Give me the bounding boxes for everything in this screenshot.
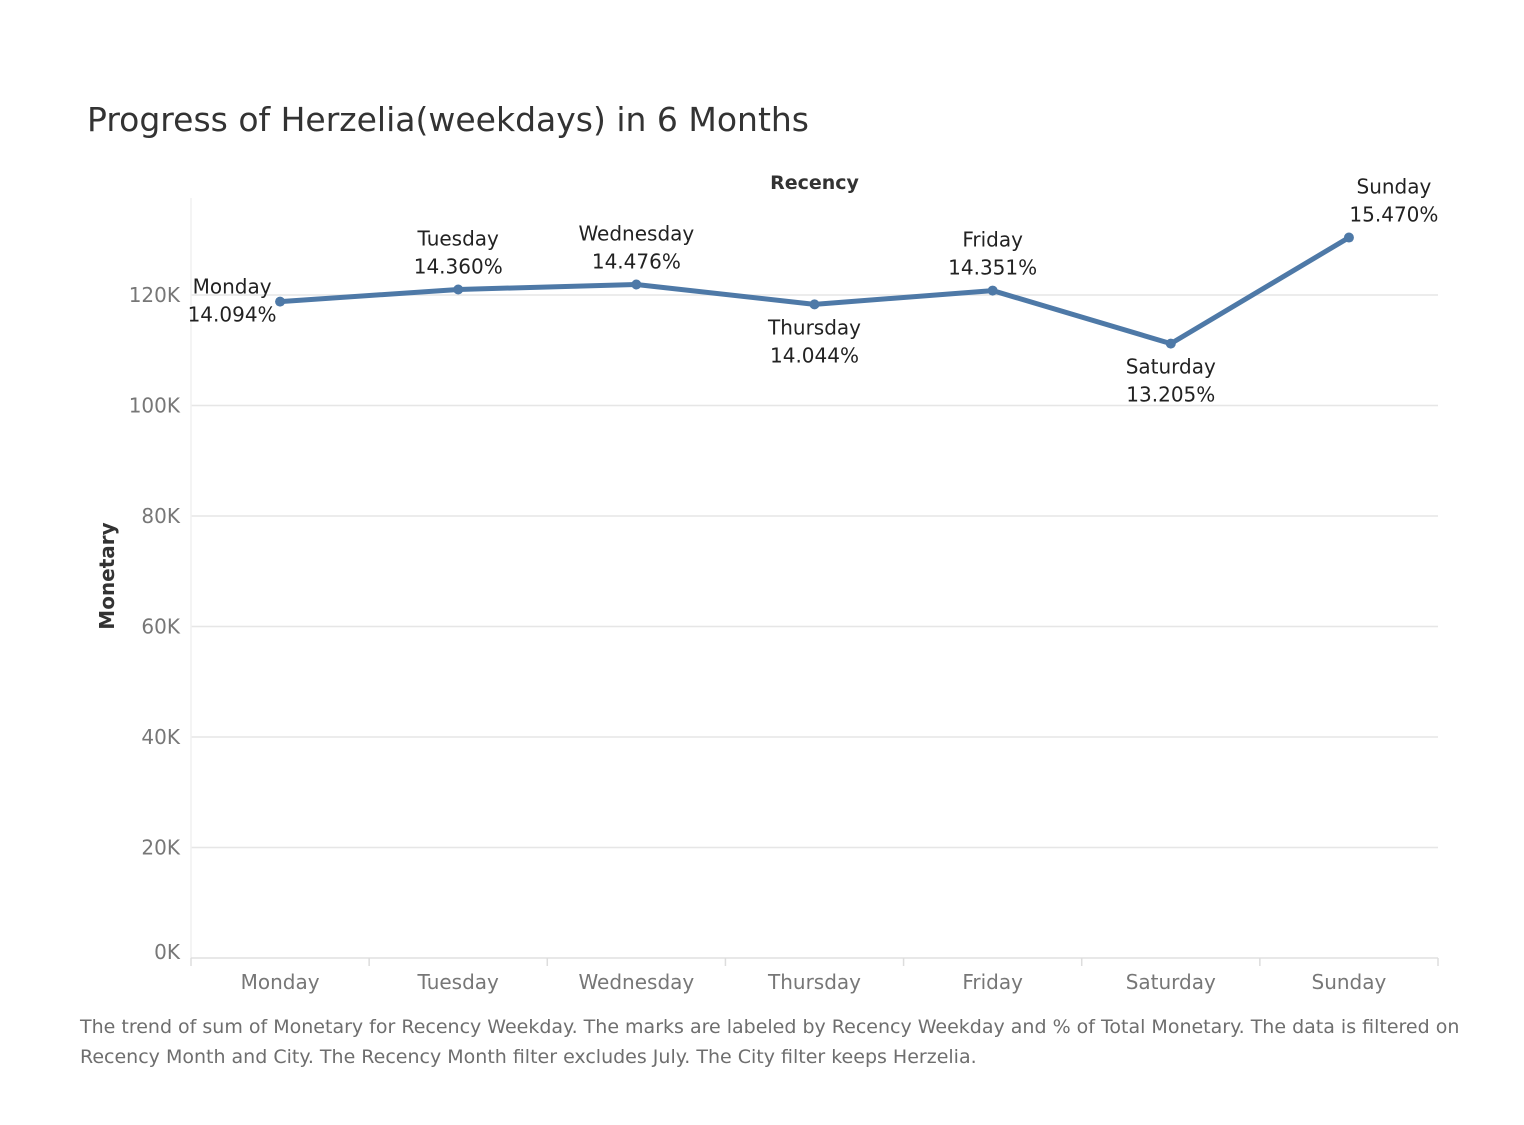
data-label-percent: 14.476% [592, 250, 681, 274]
y-tick-label: 120K [129, 283, 181, 307]
data-label-day: Saturday [1126, 355, 1216, 379]
x-tick-label: Monday [241, 970, 320, 994]
data-label-day: Sunday [1357, 175, 1432, 199]
data-label-percent: 13.205% [1126, 383, 1215, 407]
x-tick-label: Tuesday [417, 970, 500, 994]
x-tick-label: Friday [962, 970, 1023, 994]
top-axis-title: Recency [770, 172, 859, 194]
chart-title: Progress of Herzelia(weekdays) in 6 Mont… [87, 100, 810, 139]
data-point [453, 284, 464, 295]
y-tick-label: 80K [141, 504, 180, 528]
data-point [987, 285, 998, 296]
data-label-day: Tuesday [417, 226, 500, 250]
y-axis-title: Monetary [95, 522, 119, 629]
y-tick-label: 20K [141, 836, 180, 860]
data-label-percent: 14.351% [948, 256, 1037, 280]
data-label-day: Monday [193, 275, 272, 299]
data-point [809, 299, 820, 310]
y-tick-label: 40K [141, 725, 180, 749]
data-point [1343, 232, 1354, 243]
data-point [631, 279, 642, 290]
data-label-percent: 14.044% [770, 343, 859, 367]
x-tick-label: Saturday [1126, 970, 1216, 994]
data-label-percent: 14.094% [188, 303, 277, 327]
y-tick-label: 60K [141, 615, 180, 639]
x-tick-label: Sunday [1312, 970, 1387, 994]
x-tick-label: Thursday [767, 970, 861, 994]
data-label-percent: 15.470% [1349, 203, 1438, 227]
y-tick-label: 0K [154, 940, 181, 964]
data-label-day: Thursday [767, 315, 861, 339]
data-point [1165, 338, 1176, 349]
data-point [275, 296, 286, 307]
data-label-day: Wednesday [578, 222, 694, 246]
chart-caption: The trend of sum of Monetary for Recency… [80, 1016, 1460, 1068]
data-label-percent: 14.360% [414, 254, 503, 278]
data-label-day: Friday [962, 228, 1023, 252]
x-tick-label: Wednesday [578, 970, 694, 994]
y-tick-label: 100K [129, 394, 181, 418]
